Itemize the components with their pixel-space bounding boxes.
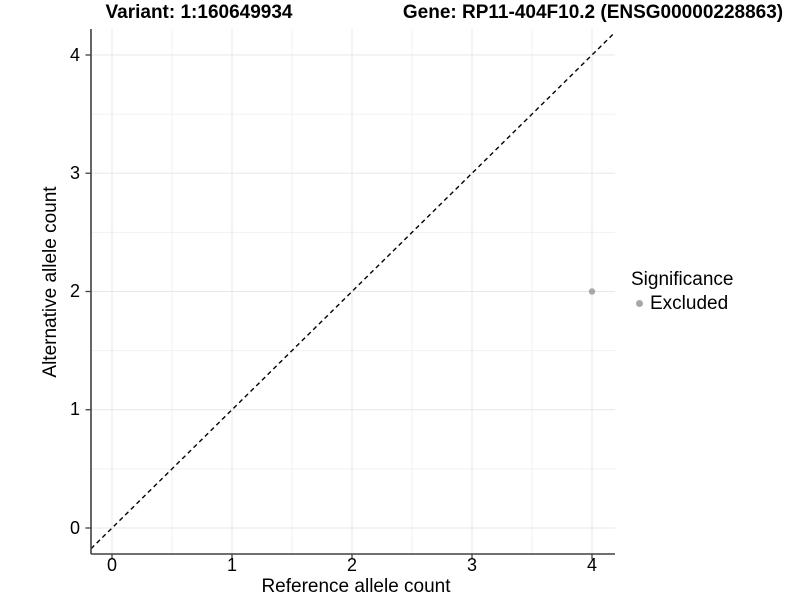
legend-title: Significance <box>631 269 734 290</box>
legend-item-label: Excluded <box>650 293 729 314</box>
identity-reference-line <box>90 31 616 550</box>
data-point <box>588 288 596 295</box>
plot-title-gene: Gene: RP11-404F10.2 (ENSG00000228863) <box>402 2 784 23</box>
legend: Significance Excluded <box>631 268 733 315</box>
legend-item-excluded: Excluded <box>631 292 733 315</box>
y-axis-title: Alternative allele count <box>40 186 61 378</box>
plot-title-variant: Variant: 1:160649934 <box>105 2 293 23</box>
x-axis-title: Reference allele count <box>261 576 451 597</box>
excluded-point-icon <box>636 300 643 307</box>
